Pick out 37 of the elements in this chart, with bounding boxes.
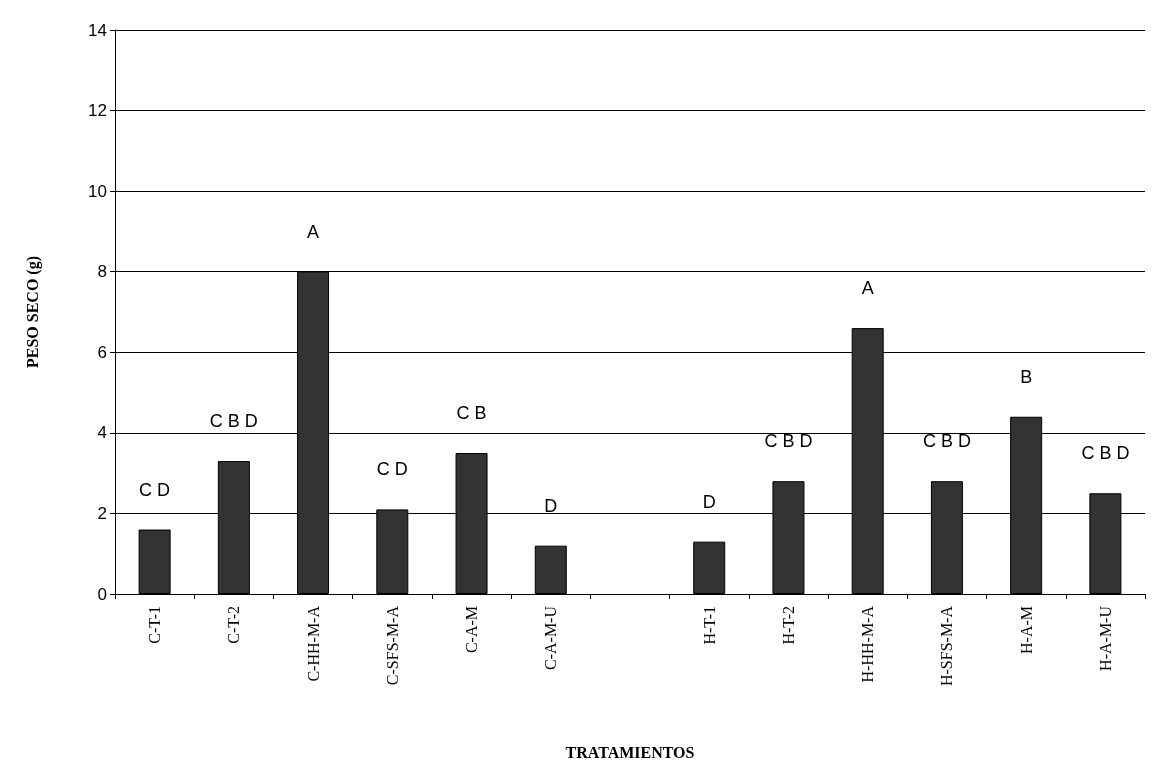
x-tick-label: H-A-M	[1017, 606, 1035, 654]
bar	[693, 541, 726, 594]
annotation: A	[307, 221, 320, 242]
x-tick-label: C-HH-M-A	[304, 605, 322, 682]
x-tick-label: C-SFS-M-A	[383, 605, 401, 686]
x-tick-label: C-T-1	[146, 606, 164, 644]
y-tick-label: 4	[97, 423, 107, 443]
annotation: C D	[139, 479, 171, 500]
x-tick-label: H-T-1	[700, 606, 718, 645]
annotation: C D	[376, 459, 408, 480]
y-tick-label: 8	[97, 262, 107, 282]
x-tick-label: H-A-M-U	[1096, 605, 1114, 671]
annotation: D	[544, 495, 558, 516]
annotation: C B D	[764, 431, 813, 452]
y-tick-label: 0	[97, 584, 107, 604]
bar	[534, 545, 567, 594]
x-tick-label: C-T-2	[225, 606, 243, 644]
annotation: C B D	[922, 431, 971, 452]
x-axis-title: TRATAMIENTOS	[565, 743, 695, 761]
y-tick-label: 2	[97, 503, 107, 523]
y-tick-label: 6	[97, 342, 107, 362]
x-tick-label: H-HH-M-A	[859, 605, 877, 683]
x-tick-label: C-A-M	[463, 606, 481, 654]
y-tick-label: 12	[88, 101, 107, 121]
y-tick-label: 14	[88, 20, 107, 40]
x-tick-label: H-T-2	[779, 606, 797, 645]
x-tick-label: H-SFS-M-A	[938, 605, 956, 687]
annotation: D	[702, 491, 716, 512]
annotation: C B D	[209, 411, 258, 432]
bar	[138, 529, 171, 594]
y-axis-title: PESO SECO (g)	[23, 255, 42, 369]
x-tick-label: C-A-M-U	[542, 605, 560, 670]
y-tick-label: 10	[88, 181, 107, 201]
annotation: B	[1020, 366, 1033, 387]
annotation: A	[861, 278, 874, 299]
annotation: C B D	[1081, 443, 1130, 464]
annotation: C B	[456, 403, 487, 423]
